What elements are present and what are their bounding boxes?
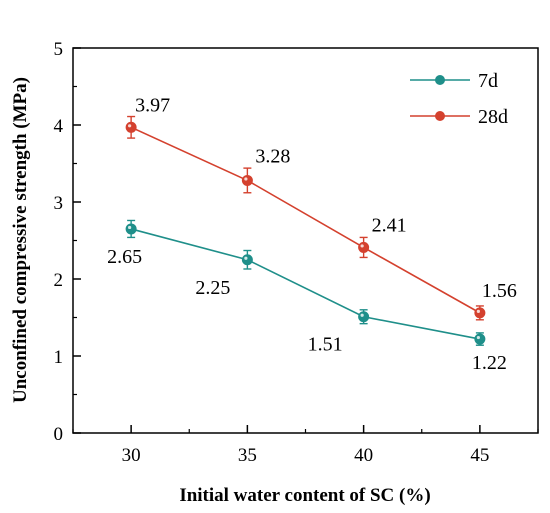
- data-point-highlight: [128, 225, 132, 230]
- series-layer: [125, 115, 486, 346]
- data-point-highlight: [244, 177, 248, 181]
- legend-item: 28d: [410, 106, 508, 128]
- y-tick-label: 1: [54, 347, 64, 368]
- data-label: 2.65: [107, 246, 142, 268]
- series-line: [130, 228, 481, 340]
- x-axis-title: Initial water content of SC (%): [179, 485, 430, 506]
- series-28d: [125, 115, 486, 321]
- data-point: [125, 121, 137, 133]
- y-tick-label: 4: [54, 116, 64, 137]
- y-tick-label: 3: [54, 193, 64, 214]
- data-point: [474, 333, 486, 345]
- series-line: [130, 126, 481, 314]
- y-tick-label: 0: [54, 424, 64, 445]
- legend-marker: [435, 111, 445, 121]
- data-label: 1.56: [482, 280, 517, 302]
- data-point: [241, 174, 253, 186]
- data-point: [358, 311, 370, 323]
- series-7d: [125, 219, 486, 346]
- legend-label: 7d: [478, 70, 498, 92]
- y-axis-title: Unconfined compressive strength (MPa): [10, 77, 31, 403]
- data-point: [125, 223, 137, 235]
- data-label: 1.51: [308, 334, 343, 356]
- y-tick-label: 2: [54, 270, 64, 291]
- data-point-highlight: [128, 124, 132, 128]
- data-point-highlight: [476, 309, 480, 313]
- data-point-highlight: [476, 335, 480, 340]
- x-tick-label: 45: [470, 445, 489, 466]
- legend-marker: [435, 75, 445, 85]
- data-point-highlight: [360, 244, 364, 248]
- y-tick-label: 5: [54, 39, 64, 60]
- data-label: 2.25: [195, 277, 230, 299]
- legend-label: 28d: [478, 106, 508, 128]
- data-point: [358, 241, 370, 253]
- x-tick-label: 35: [238, 445, 257, 466]
- data-label: 2.41: [372, 214, 407, 236]
- data-labels: 2.65 2.25 1.51 1.22 3.97 3.28 2.41 1.56: [107, 94, 517, 374]
- legend-item: 7d: [410, 70, 498, 92]
- data-point-highlight: [360, 313, 364, 317]
- data-label: 3.28: [255, 145, 290, 167]
- data-point-highlight: [244, 256, 248, 260]
- legend: 7d 28d: [410, 70, 508, 128]
- x-tick-label: 40: [354, 445, 373, 466]
- data-point: [474, 307, 486, 319]
- data-label: 1.22: [472, 352, 507, 374]
- x-tick-label: 30: [122, 445, 141, 466]
- data-point: [241, 254, 253, 266]
- data-label: 3.97: [135, 94, 170, 116]
